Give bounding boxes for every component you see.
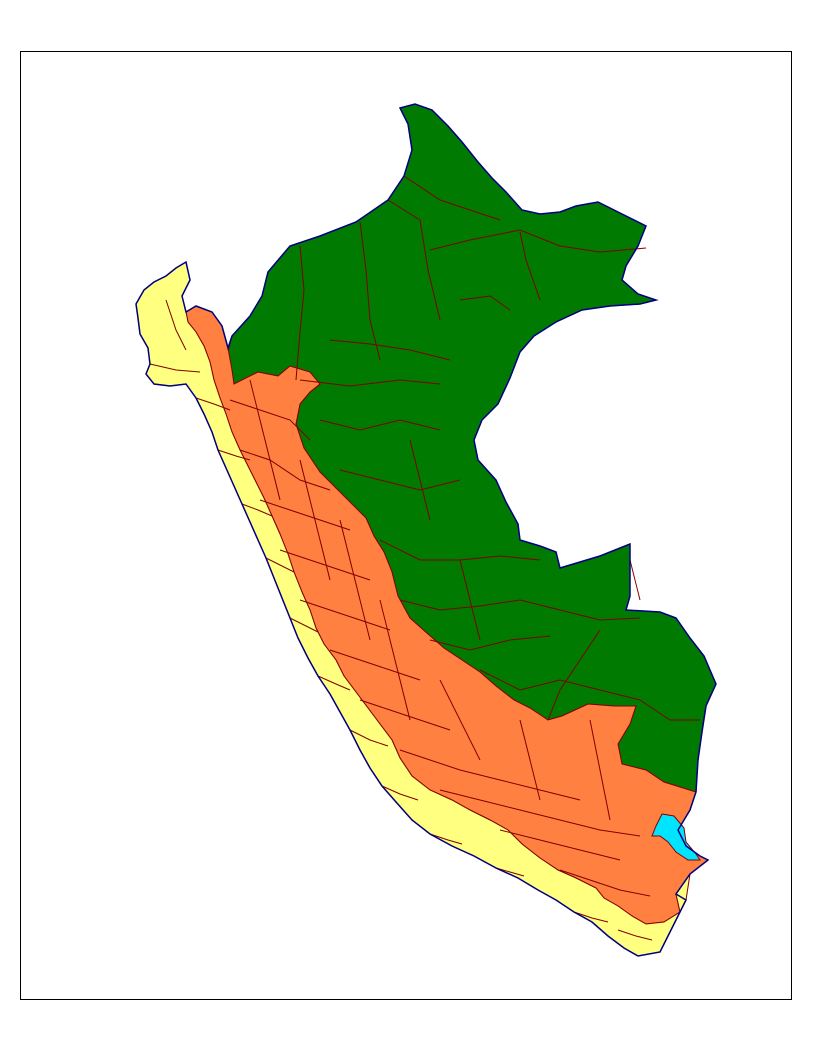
region-lago [651,813,701,861]
province-borders [149,175,700,941]
outline-coast [135,103,717,957]
lake-titicaca-shape [651,813,701,861]
